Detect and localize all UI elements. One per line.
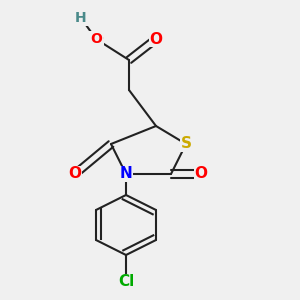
Text: N: N <box>120 167 132 182</box>
Text: H: H <box>75 11 87 25</box>
Text: O: O <box>90 32 102 46</box>
Text: O: O <box>90 32 102 46</box>
Text: O: O <box>68 167 82 182</box>
Text: O: O <box>149 32 163 46</box>
Text: O: O <box>92 32 104 46</box>
Text: Cl: Cl <box>118 274 134 290</box>
Text: O: O <box>194 167 208 182</box>
Text: S: S <box>181 136 191 152</box>
Text: H: H <box>75 11 87 25</box>
